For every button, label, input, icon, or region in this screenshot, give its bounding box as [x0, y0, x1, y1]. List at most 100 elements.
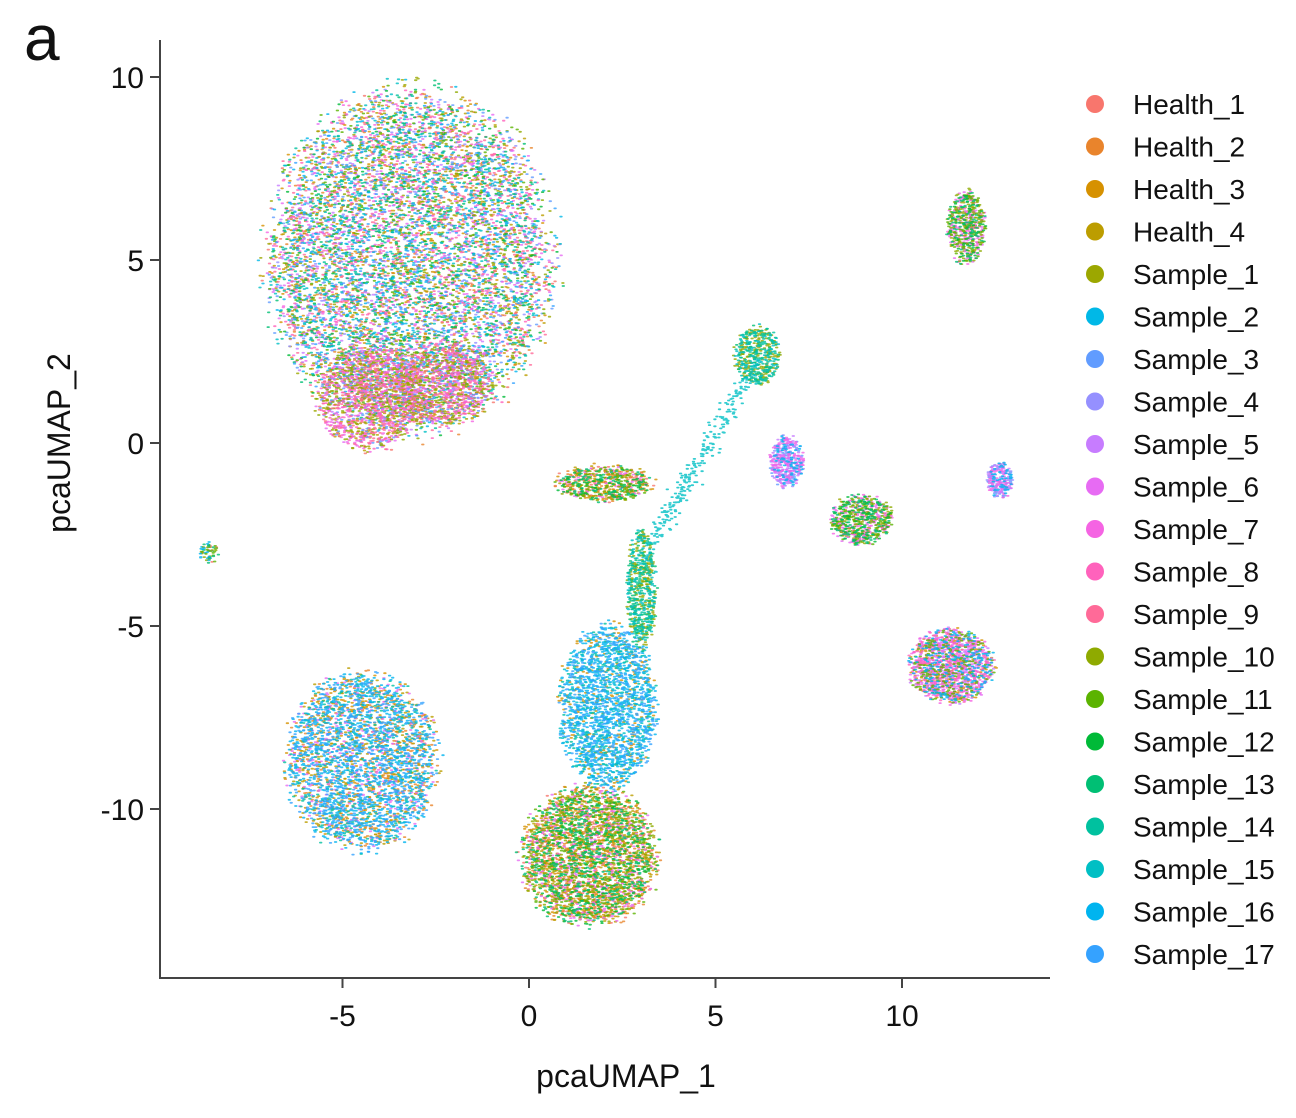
legend-item: Sample_11	[1086, 684, 1273, 715]
legend-label: Sample_16	[1133, 897, 1275, 928]
legend-label: Sample_17	[1133, 939, 1275, 970]
legend-swatch	[1086, 477, 1104, 496]
legend-swatch	[1086, 95, 1104, 113]
scatter-point-group-center-right-cluster	[830, 494, 891, 546]
legend-label: Sample_1	[1133, 259, 1259, 290]
x-tick-label: 5	[707, 1000, 724, 1033]
scatter-point-group-large-top-left	[266, 79, 565, 430]
legend-label: Sample_11	[1133, 684, 1273, 715]
scatter-point-group-top-left-lower-lobe	[315, 345, 425, 449]
legend-swatch	[1086, 265, 1104, 283]
legend-item: Sample_13	[1086, 769, 1275, 800]
x-tick-label: 0	[521, 1000, 538, 1033]
scatter-point-group-top-left-lower-right	[392, 340, 496, 428]
scatter-point-group-bottom-center-blob	[514, 783, 662, 930]
y-axis-title: pcaUMAP_2	[41, 353, 77, 533]
legend-swatch	[1086, 690, 1104, 708]
scatter-point-group-small-left-center	[561, 465, 652, 504]
legend-item: Sample_5	[1086, 429, 1259, 460]
legend-item: Health_4	[1086, 217, 1245, 248]
scatter-point-group-center-right-top	[772, 435, 804, 486]
legend-swatch	[1086, 605, 1104, 623]
y-tick-label: 0	[127, 428, 144, 461]
scatter-point-group-large-top-left	[259, 89, 558, 431]
legend-item: Sample_15	[1086, 854, 1275, 885]
x-axis-title: pcaUMAP_1	[536, 1058, 716, 1094]
legend-swatch	[1086, 180, 1104, 198]
x-tick-label: -5	[329, 1000, 356, 1033]
legend-swatch	[1086, 775, 1104, 793]
legend-label: Sample_10	[1133, 642, 1275, 673]
scatter-point-group-large-top-left	[258, 77, 562, 437]
scatter-point-group-top-right-small	[945, 192, 987, 265]
legend-item: Sample_16	[1086, 897, 1275, 928]
legend-item: Sample_12	[1086, 727, 1275, 758]
legend-label: Sample_7	[1133, 514, 1259, 545]
legend-label: Sample_2	[1133, 302, 1259, 333]
scatter-point-group-tiny-far-left	[198, 543, 212, 562]
legend-item: Health_2	[1086, 132, 1245, 163]
legend-swatch	[1086, 307, 1104, 326]
legend-label: Health_2	[1133, 132, 1245, 163]
scatter-point-group-top-left-lower-right	[392, 343, 490, 420]
legend-label: Sample_8	[1133, 557, 1259, 588]
legend-swatch	[1086, 817, 1104, 836]
scatter-point-group-trajectory	[641, 359, 763, 561]
legend-label: Sample_14	[1133, 812, 1275, 843]
legend-item: Health_1	[1086, 89, 1245, 120]
legend-swatch	[1086, 860, 1104, 878]
y-tick-label: 5	[127, 245, 144, 278]
scatter-point-group-top-left-lower-right	[400, 341, 495, 425]
scatter-point-group-teal-diagonal-top	[733, 323, 781, 385]
y-axis-ticks: 10 5 0 -5 -10	[101, 62, 160, 827]
scatter-point-group-center-right-cluster	[829, 493, 892, 546]
legend-swatch	[1086, 222, 1104, 241]
x-axis-ticks: -5 0 5 10	[329, 978, 919, 1033]
legend-label: Health_3	[1133, 174, 1245, 205]
scatter-point-group-top-left-lower-lobe	[320, 350, 424, 445]
legend-item: Sample_2	[1086, 302, 1259, 333]
panel-label: a	[24, 2, 60, 74]
y-tick-label: -5	[117, 611, 144, 644]
legend-swatch	[1086, 392, 1104, 411]
legend-label: Sample_12	[1133, 727, 1275, 758]
legend-swatch	[1086, 435, 1104, 453]
scatter-point-group-bottom-left-blob	[288, 671, 440, 856]
scatter-points	[198, 76, 1015, 930]
legend-label: Health_4	[1133, 217, 1245, 248]
legend-label: Sample_6	[1133, 472, 1259, 503]
scatter-point-group-bottom-right-ellipse	[907, 628, 995, 702]
y-tick-label: 10	[111, 62, 144, 95]
legend-label: Sample_9	[1133, 599, 1259, 630]
legend-label: Sample_5	[1133, 429, 1259, 460]
scatter-point-group-large-top-left	[271, 95, 557, 424]
scatter-point-group-stalk	[625, 529, 658, 652]
legend-item: Sample_3	[1086, 344, 1259, 375]
legend-item: Sample_7	[1086, 514, 1259, 545]
legend-label: Sample_4	[1133, 387, 1259, 418]
scatter-point-group-large-top-left	[267, 104, 561, 437]
scatter-point-group-stalk	[625, 532, 657, 643]
legend-label: Sample_15	[1133, 854, 1275, 885]
y-tick-label: -10	[101, 794, 144, 827]
legend-label: Sample_3	[1133, 344, 1259, 375]
legend-swatch	[1086, 945, 1104, 963]
legend-item: Sample_14	[1086, 812, 1275, 843]
legend-item: Sample_4	[1086, 387, 1259, 418]
scatter-point-group-bottom-center-upper	[557, 622, 659, 793]
legend-swatch	[1086, 350, 1104, 368]
legend-swatch	[1086, 732, 1104, 751]
legend-item: Health_3	[1086, 174, 1245, 205]
legend-swatch	[1086, 520, 1104, 538]
legend-item: Sample_8	[1086, 557, 1259, 588]
legend-swatch	[1086, 902, 1104, 921]
legend-item: Sample_9	[1086, 599, 1259, 630]
legend: Health_1 Health_2 Health_3 Health_4 Sample_1…	[1086, 89, 1275, 970]
legend-item: Sample_1	[1086, 259, 1259, 290]
legend-swatch	[1086, 647, 1104, 666]
legend-item: Sample_10	[1086, 642, 1275, 673]
legend-item: Sample_6	[1086, 472, 1259, 503]
legend-label: Health_1	[1133, 89, 1245, 120]
legend-label: Sample_13	[1133, 769, 1275, 800]
